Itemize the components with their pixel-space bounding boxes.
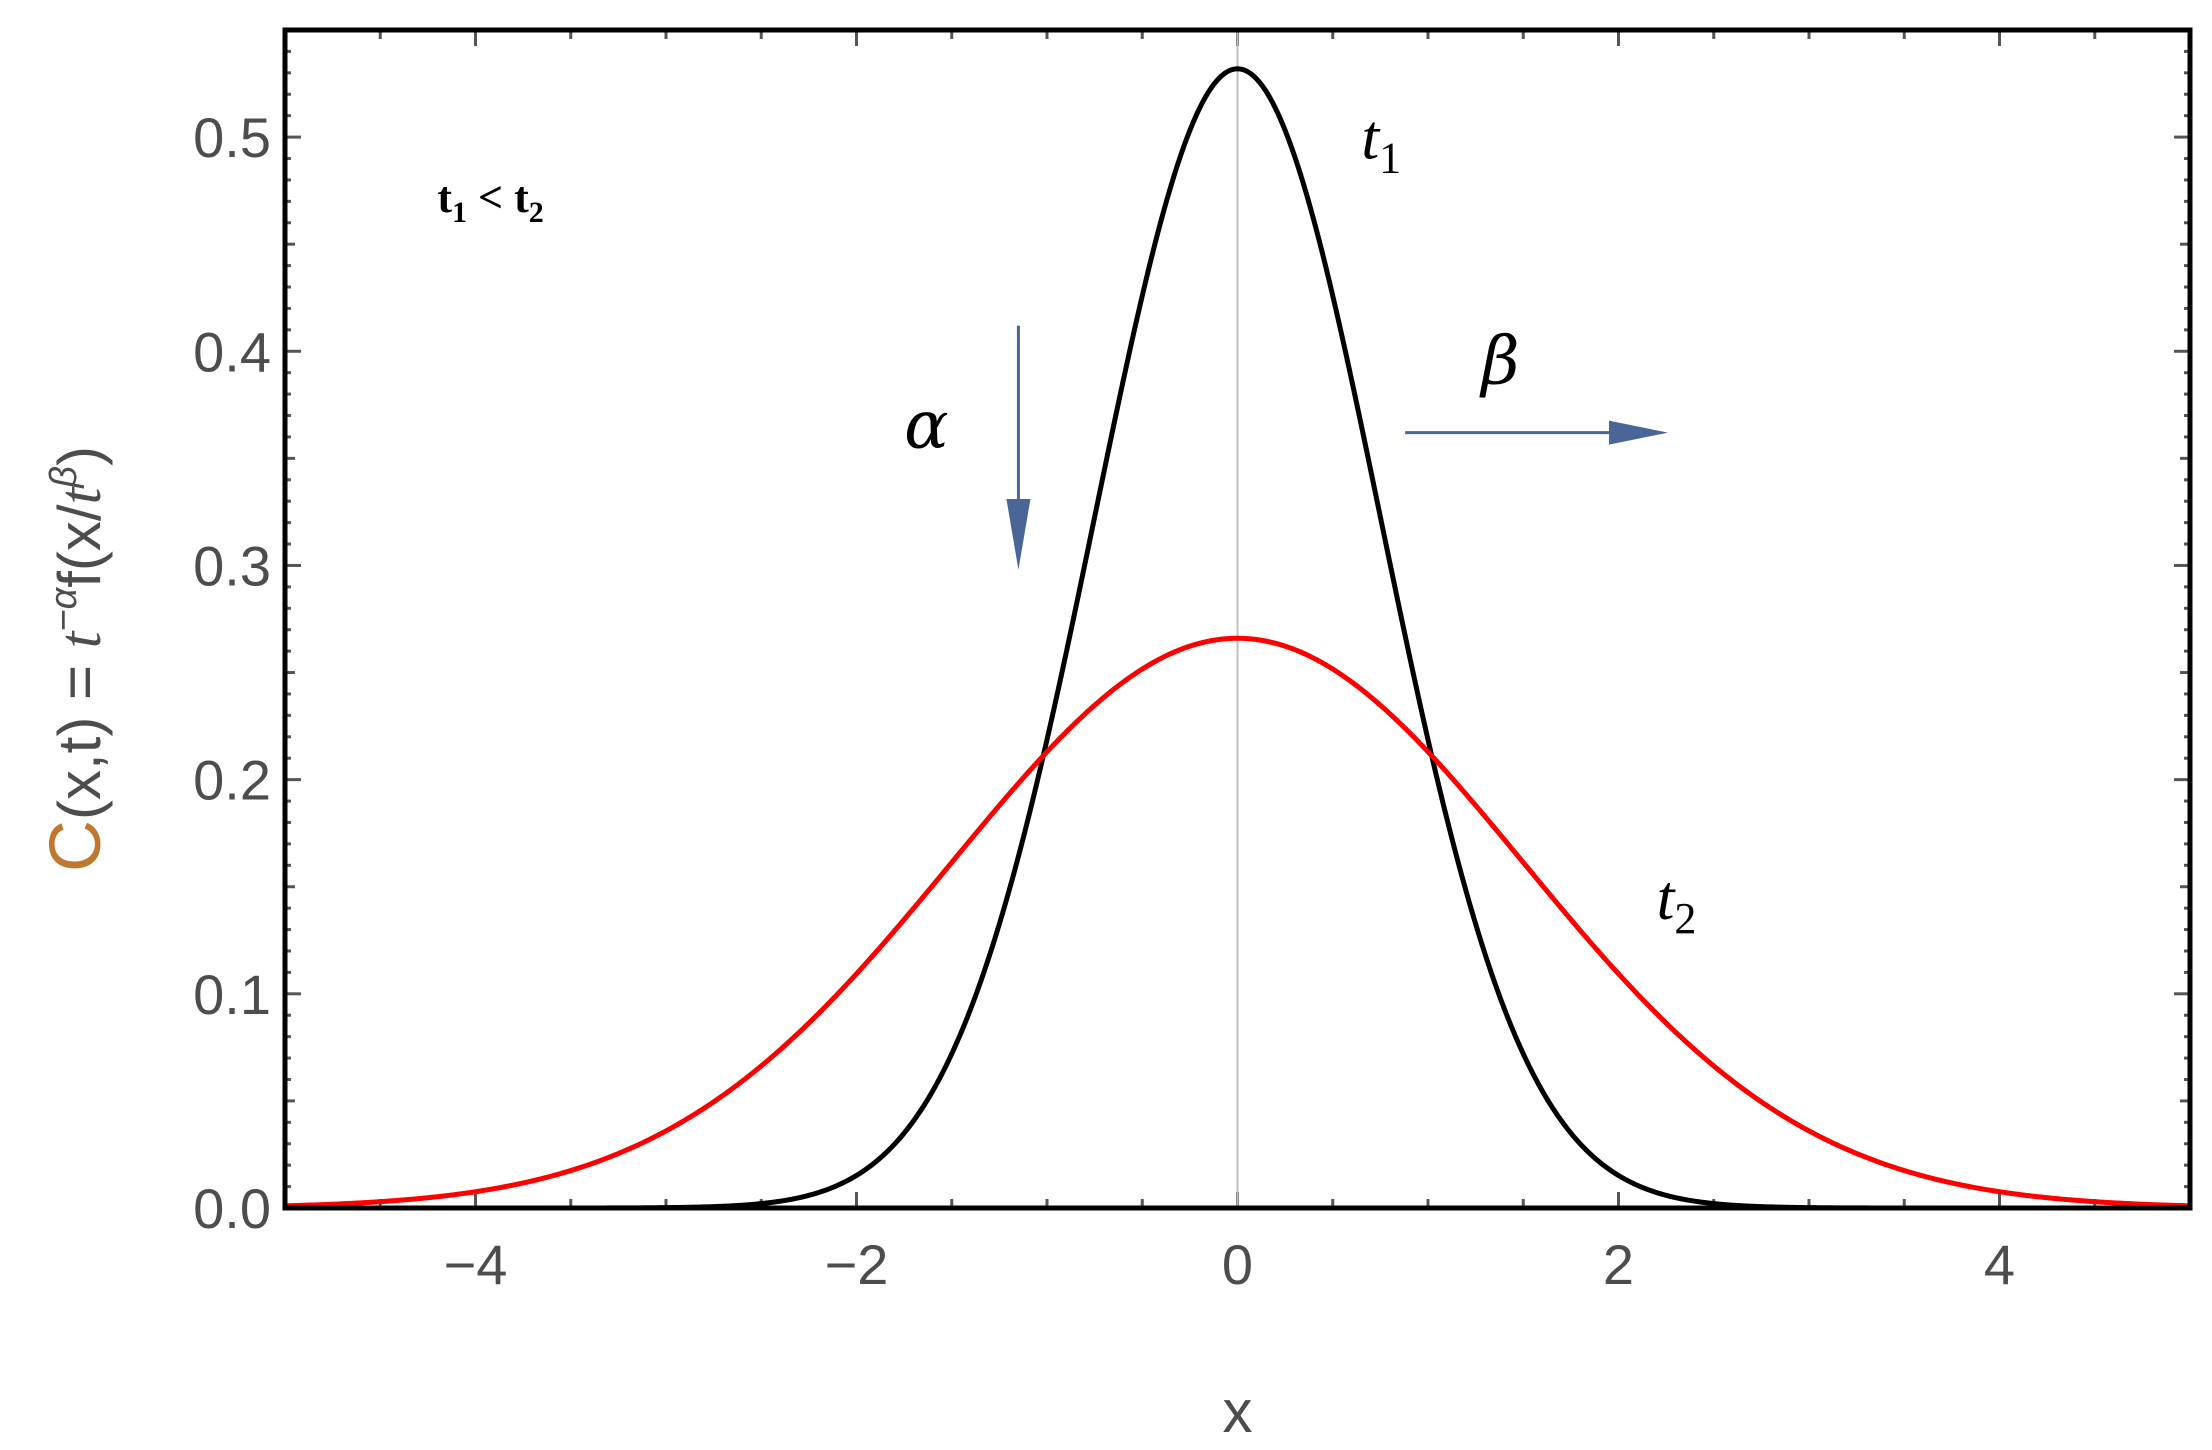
series-line-t2 bbox=[284, 635, 2191, 1209]
series-label-t2: t2 bbox=[1657, 862, 1697, 943]
series-label-t1: t1 bbox=[1361, 102, 1401, 183]
x-axis-label: x bbox=[1223, 1378, 1253, 1445]
y-axis-label: C(x,t) = t−αf(x/tβ) bbox=[36, 446, 116, 872]
plot-frame bbox=[282, 27, 2193, 1211]
y-axis-label-t1: t bbox=[47, 630, 113, 648]
condition-a: t bbox=[437, 173, 452, 222]
x-tick-label: −4 bbox=[444, 1233, 508, 1296]
y-axis-label-exp1: −α bbox=[43, 586, 85, 631]
series-label-t2-main: t bbox=[1657, 862, 1677, 933]
y-axis-label-t2: t bbox=[47, 486, 113, 504]
y-tick-label: 0.3 bbox=[193, 534, 271, 597]
alpha-annotation: α bbox=[904, 387, 949, 464]
beta-arrow bbox=[1405, 420, 1669, 445]
series-label-t1-main: t bbox=[1361, 102, 1381, 173]
x-tick-label: 2 bbox=[1603, 1233, 1634, 1296]
x-tick-label: −2 bbox=[825, 1233, 889, 1296]
condition-op: < bbox=[467, 173, 514, 222]
condition-a-sub: 1 bbox=[452, 196, 467, 229]
y-axis-label-f: f(x/ bbox=[46, 504, 113, 588]
y-tick-label: 0.4 bbox=[193, 320, 271, 383]
alpha-arrow-head bbox=[1006, 499, 1031, 570]
condition-b-sub: 2 bbox=[529, 196, 544, 229]
beta-annotation: β bbox=[1478, 322, 1519, 399]
y-tick-label: 0.2 bbox=[193, 749, 271, 812]
condition-b: t bbox=[514, 173, 529, 222]
beta-arrow-head bbox=[1608, 420, 1669, 445]
y-axis-label-exp2: β bbox=[43, 466, 85, 489]
x-tick-label: 4 bbox=[1984, 1233, 2015, 1296]
y-axis-label-lhs: (x,t) = bbox=[46, 648, 113, 820]
series-label-t1-sub: 1 bbox=[1379, 134, 1401, 183]
y-axis-label-close: ) bbox=[46, 446, 113, 466]
y-tick-label: 0.1 bbox=[193, 963, 271, 1026]
y-tick-label: 0.5 bbox=[193, 106, 271, 169]
x-tick-label: 0 bbox=[1222, 1233, 1253, 1296]
series-label-t2-sub: 2 bbox=[1674, 894, 1696, 943]
y-tick-label: 0.0 bbox=[193, 1177, 271, 1240]
condition-annotation: t1 < t2 bbox=[437, 173, 543, 229]
x-tick-labels: −4 −2 0 2 4 bbox=[444, 1233, 2016, 1296]
y-axis-label-c: C bbox=[36, 820, 116, 872]
y-tick-labels: 0.0 0.1 0.2 0.3 0.4 0.5 bbox=[193, 106, 271, 1240]
alpha-arrow bbox=[1006, 325, 1031, 570]
